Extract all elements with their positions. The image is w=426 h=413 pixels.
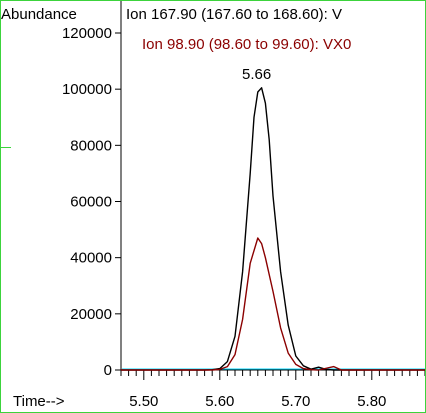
- x-tick-label: 5.80: [357, 393, 386, 410]
- legend-series-2: Ion 98.90 (98.60 to 99.60): VX0: [142, 36, 351, 53]
- series-group: [121, 87, 425, 371]
- y-tick-label: 100000: [62, 81, 112, 98]
- y-axis-title: Abundance: [1, 6, 77, 23]
- x-tick-label: 5.70: [281, 393, 310, 410]
- y-tick-label: 80000: [70, 137, 112, 154]
- x-tick-label: 5.50: [129, 393, 158, 410]
- y-tick-label: 0: [104, 362, 112, 379]
- y-tick-label: 120000: [62, 25, 112, 42]
- y-ticks-group: 0 20000 40000 60000 80000 100000 120000: [62, 25, 121, 379]
- y-tick-label: 40000: [70, 250, 112, 267]
- series-line-2: [121, 237, 425, 371]
- x-tick-label: 5.60: [205, 393, 234, 410]
- x-ticks-group: 5.50 5.60 5.70 5.80: [120, 370, 425, 410]
- y-tick-label: 20000: [70, 306, 112, 323]
- y-tick-label: 60000: [70, 194, 112, 211]
- legend-series-1: Ion 167.90 (167.60 to 168.60): V: [126, 6, 342, 23]
- series-line-1: [121, 87, 425, 371]
- divider-stub: [1, 147, 11, 148]
- peak-annotation: 5.66: [242, 66, 271, 83]
- axes-group: [120, 1, 425, 371]
- x-axis-title: Time-->: [13, 393, 65, 410]
